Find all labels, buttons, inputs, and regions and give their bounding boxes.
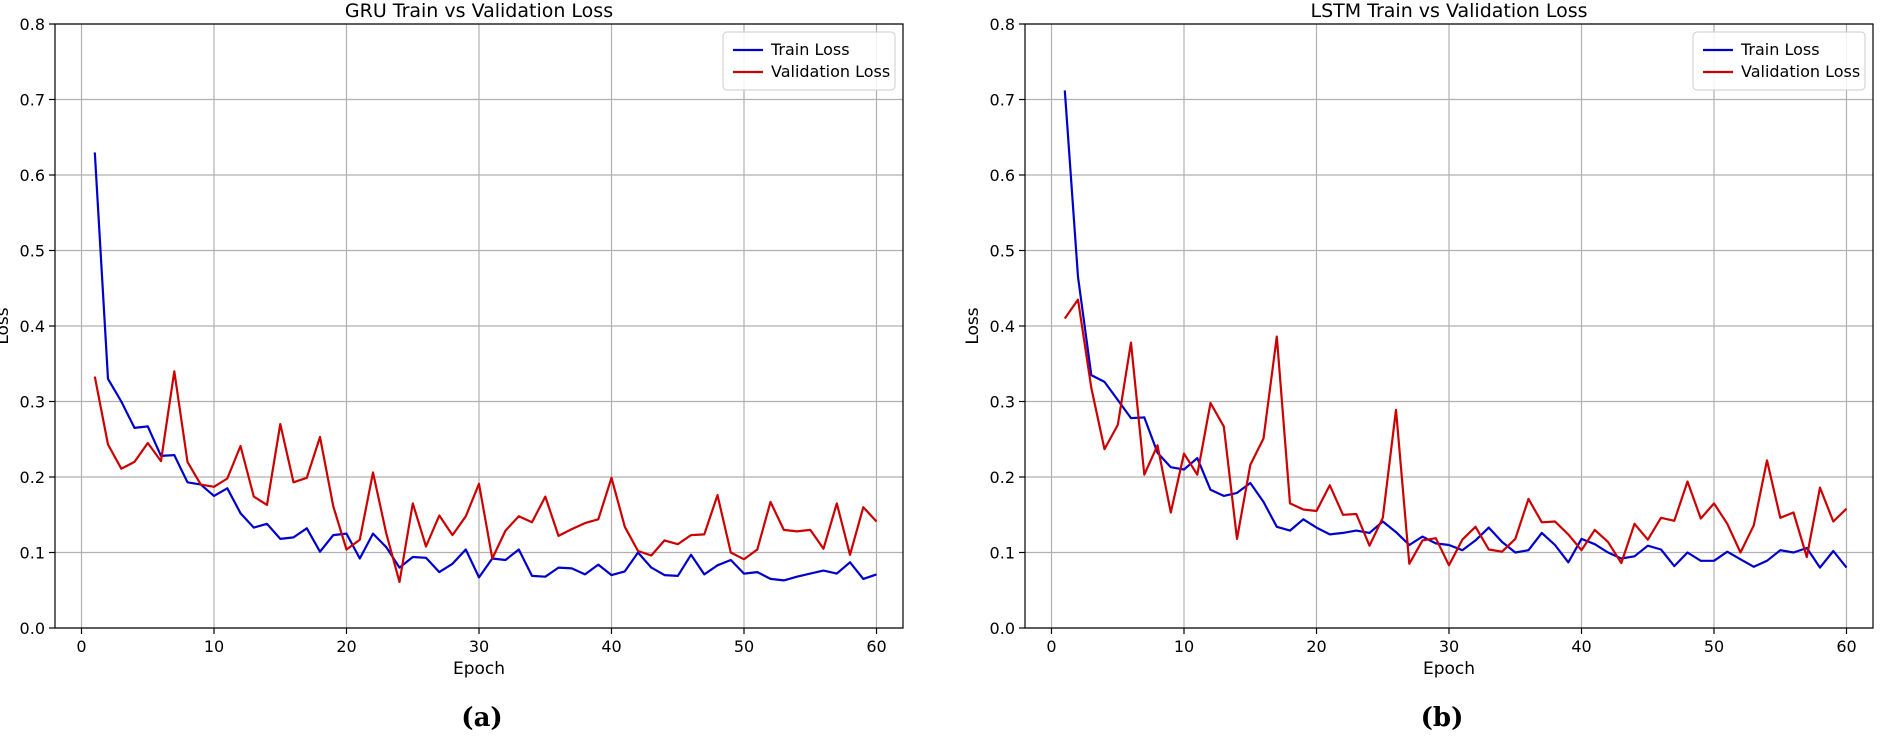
- y-axis-ticks: 0.0 0.1 0.2 0.3 0.4 0.5 0.6 0.7 0.8: [20, 15, 55, 638]
- legend-entry: Train Loss: [1740, 40, 1820, 59]
- y-axis-ticks: 0.0 0.1 0.2 0.3 0.4 0.5 0.6 0.7 0.8: [990, 15, 1025, 638]
- train-loss-line: [93, 152, 877, 582]
- legend: Train Loss Validation Loss: [1692, 31, 1866, 91]
- y-tick-label: 0.6: [990, 166, 1015, 185]
- x-tick-label: 40: [1571, 637, 1591, 656]
- validation-loss-line: [1063, 298, 1848, 567]
- y-tick-label: 0.3: [990, 393, 1015, 412]
- y-tick-label: 0.7: [990, 91, 1015, 110]
- x-tick-label: 0: [76, 637, 86, 656]
- y-axis-label: Loss: [963, 307, 983, 344]
- x-tick-label: 60: [866, 637, 886, 656]
- x-tick-label: 30: [1439, 637, 1459, 656]
- y-tick-label: 0.2: [20, 468, 45, 487]
- validation-loss-line: [93, 370, 878, 584]
- x-tick-label: 10: [1174, 637, 1194, 656]
- x-tick-label: 20: [1306, 637, 1326, 656]
- y-tick-label: 0.3: [20, 393, 45, 412]
- chart-title: LSTM Train vs Validation Loss: [1310, 0, 1587, 22]
- x-axis-ticks: 0 10 20 30 40 50 60: [1046, 628, 1857, 656]
- y-tick-label: 0.1: [990, 544, 1015, 563]
- x-axis-label: Epoch: [1423, 659, 1475, 679]
- legend-box: [1692, 31, 1866, 91]
- train-loss-line: [1063, 90, 1848, 569]
- x-tick-label: 60: [1836, 637, 1856, 656]
- y-tick-label: 0.2: [990, 468, 1015, 487]
- y-tick-label: 0.5: [990, 242, 1015, 261]
- grid: [55, 23, 903, 629]
- legend-entry: Validation Loss: [1741, 62, 1860, 81]
- chart-title: GRU Train vs Validation Loss: [345, 0, 613, 22]
- x-tick-label: 10: [204, 637, 224, 656]
- x-axis-label: Epoch: [453, 659, 505, 679]
- panel-label: (a): [461, 703, 502, 733]
- y-tick-label: 0.8: [20, 15, 45, 34]
- y-tick-label: 0.8: [990, 15, 1015, 34]
- y-tick-label: 0.7: [20, 91, 45, 110]
- x-axis-ticks: 0 10 20 30 40 50 60: [76, 628, 887, 656]
- x-tick-label: 50: [1704, 637, 1724, 656]
- grid: [1025, 23, 1873, 629]
- x-tick-label: 0: [1046, 637, 1056, 656]
- legend-entry: Validation Loss: [771, 62, 890, 81]
- y-tick-label: 0.0: [20, 619, 45, 638]
- y-tick-label: 0.6: [20, 166, 45, 185]
- legend-entry: Train Loss: [770, 40, 850, 59]
- y-tick-label: 0.5: [20, 242, 45, 261]
- series-lines: [93, 152, 878, 584]
- x-tick-label: 40: [601, 637, 621, 656]
- x-tick-label: 20: [336, 637, 356, 656]
- legend-box: [722, 31, 896, 91]
- y-tick-label: 0.0: [990, 619, 1015, 638]
- x-tick-label: 50: [734, 637, 754, 656]
- lstm-loss-chart: LSTM Train vs Validation Loss 0 10 20 30 40 5…: [963, 0, 1874, 733]
- legend: Train Loss Validation Loss: [722, 31, 896, 91]
- y-axis-label: Loss: [0, 307, 13, 344]
- y-tick-label: 0.4: [990, 317, 1015, 336]
- x-tick-label: 30: [469, 637, 489, 656]
- panel-label: (b): [1421, 703, 1464, 733]
- gru-loss-chart: GRU Train vs Validation Loss 0 10 20 30 40 50…: [0, 0, 904, 733]
- y-tick-label: 0.4: [20, 317, 45, 336]
- y-tick-label: 0.1: [20, 544, 45, 563]
- series-lines: [1063, 90, 1848, 569]
